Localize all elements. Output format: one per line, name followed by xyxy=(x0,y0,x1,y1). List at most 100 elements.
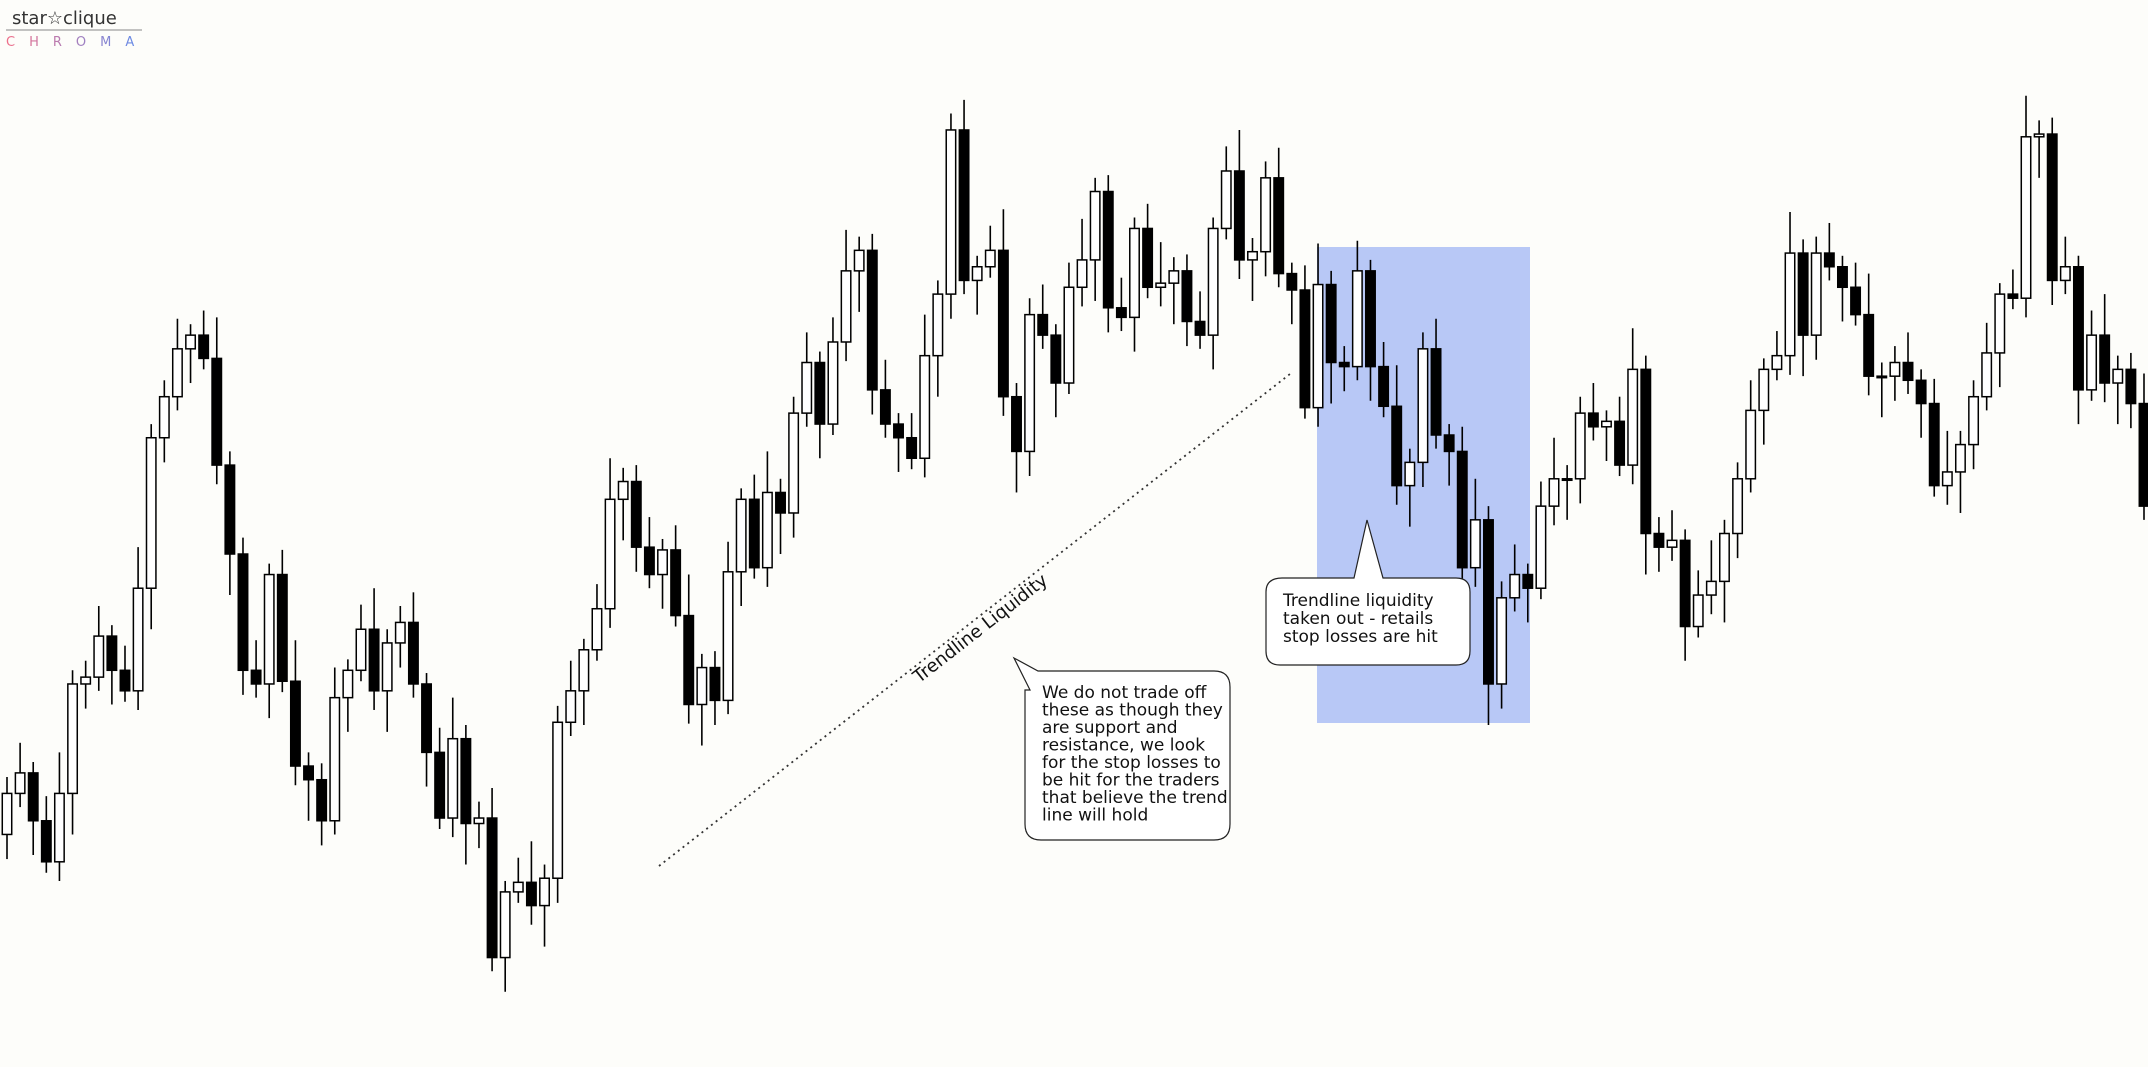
candle-body xyxy=(1194,320,1206,336)
candle-body xyxy=(1207,227,1219,336)
candle-body xyxy=(421,683,433,754)
candle-body xyxy=(1758,368,1770,412)
candle-body xyxy=(1050,334,1062,384)
candle-body xyxy=(316,778,328,822)
candle-body xyxy=(1247,250,1258,261)
candle-body xyxy=(1037,313,1049,336)
candle-body xyxy=(1378,365,1390,408)
candle-body xyxy=(14,772,26,795)
candle-body xyxy=(486,817,498,959)
candle-body xyxy=(1063,286,1075,384)
candle-body xyxy=(185,334,197,350)
candle-body xyxy=(1129,227,1140,319)
callout-box xyxy=(1265,519,1471,666)
candle-body xyxy=(1089,190,1101,261)
candle-body xyxy=(1142,227,1154,289)
candle-body xyxy=(171,348,183,398)
candle-body xyxy=(394,621,406,644)
candle-body xyxy=(473,817,485,825)
candle-body xyxy=(1115,307,1127,319)
candle-body xyxy=(801,361,813,414)
candle-body xyxy=(1220,170,1232,230)
candle-body xyxy=(643,546,655,576)
candle-body xyxy=(984,249,996,268)
candle-body xyxy=(722,571,734,702)
candle-body xyxy=(1155,282,1167,289)
candle-body xyxy=(250,669,262,685)
candle-body xyxy=(1325,283,1337,364)
candle-body xyxy=(460,737,472,825)
candle-body xyxy=(1102,190,1114,309)
candle-body xyxy=(604,498,616,610)
trendline xyxy=(658,373,1291,867)
candle-body xyxy=(198,334,210,360)
candle-body xyxy=(1601,420,1612,428)
candle-body xyxy=(1391,405,1403,487)
candle-body xyxy=(2059,266,2071,282)
candle-body xyxy=(866,249,878,391)
callout-line: We do not trade off xyxy=(1042,683,1208,703)
candle-body xyxy=(2072,266,2084,391)
candle-body xyxy=(735,498,747,573)
candle-body xyxy=(539,877,550,907)
candle-body xyxy=(997,249,1009,398)
candle-body xyxy=(237,553,249,672)
candle-body xyxy=(381,642,393,692)
candle-body xyxy=(1509,573,1521,599)
candle-body xyxy=(2086,334,2098,391)
candle-body xyxy=(27,772,39,822)
candle-body xyxy=(1417,348,1429,464)
logo: star☆clique CHROMA xyxy=(6,8,142,50)
candle-body xyxy=(1483,519,1494,685)
candle-body xyxy=(145,436,157,589)
candle-body xyxy=(329,696,341,822)
candle-body xyxy=(1338,361,1350,368)
candle-body xyxy=(1076,259,1088,289)
candle-body xyxy=(1286,272,1298,291)
callout-line: these as though they xyxy=(1042,701,1223,721)
candle-body xyxy=(893,423,904,439)
candle-body xyxy=(958,129,970,282)
candle-body xyxy=(1941,471,1953,487)
callout-box xyxy=(1012,656,1231,841)
candle-body xyxy=(1902,361,1914,382)
candle-body xyxy=(1954,443,1966,473)
candle-body xyxy=(1469,519,1481,569)
candle-body xyxy=(1823,252,1835,268)
candle-body xyxy=(355,628,367,672)
candle-body xyxy=(1653,532,1665,548)
candle-body xyxy=(53,792,65,863)
candle-body xyxy=(670,549,682,617)
candle-body xyxy=(158,395,170,439)
candle-body xyxy=(1233,170,1245,261)
candle-body xyxy=(1024,313,1036,453)
candle-body xyxy=(1981,352,1993,398)
callout-line: stop losses are hit xyxy=(1283,627,1438,647)
candle-body xyxy=(617,480,629,501)
candle-body xyxy=(906,436,918,460)
candle-body xyxy=(1273,177,1285,275)
candle-body xyxy=(80,676,92,685)
candle-body xyxy=(1574,412,1586,480)
candle-body xyxy=(971,266,983,282)
callout-line: are support and xyxy=(1042,718,1178,738)
candle-body xyxy=(303,765,315,781)
candles xyxy=(1,95,2148,992)
candle-body xyxy=(342,669,354,699)
candle-body xyxy=(1679,539,1691,628)
candle-body xyxy=(552,721,564,879)
candle-body xyxy=(657,549,668,576)
candle-body xyxy=(1994,293,2006,354)
candle-body xyxy=(565,690,577,724)
candle-body xyxy=(1784,252,1796,357)
candle-body xyxy=(1614,420,1626,466)
callout-line: be hit for the traders xyxy=(1042,771,1220,791)
candle-body xyxy=(1522,573,1534,589)
candle-body xyxy=(1260,177,1272,253)
candle-body xyxy=(932,293,944,357)
candle-body xyxy=(1404,461,1416,487)
candle-body xyxy=(289,680,301,767)
candle-body xyxy=(1928,402,1940,487)
